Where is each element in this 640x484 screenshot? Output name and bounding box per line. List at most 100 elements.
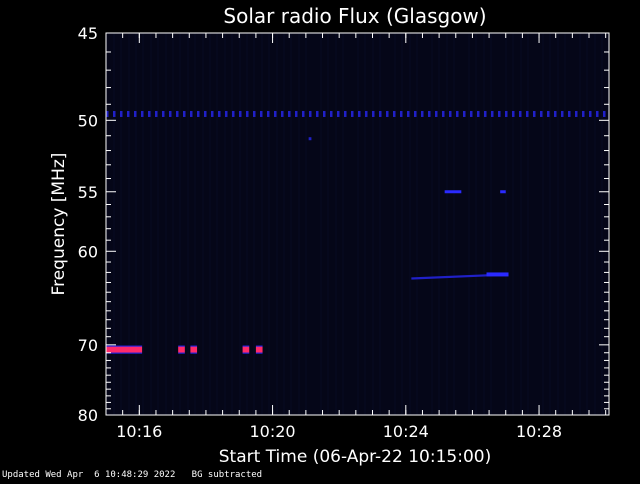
- feature-band-a: [444, 190, 462, 194]
- feature-edge: [106, 345, 143, 347]
- x-tick-label: 10:20: [250, 422, 296, 441]
- rfi-dot: [372, 110, 375, 117]
- feature-edge: [190, 352, 198, 354]
- feature-drift-head: [486, 272, 509, 277]
- rfi-dot: [449, 110, 452, 117]
- rfi-dot: [218, 110, 221, 117]
- footer-note: BG subtracted: [191, 470, 263, 480]
- rfi-dot: [561, 110, 564, 117]
- feature-edge: [106, 352, 143, 354]
- rfi-dot: [302, 110, 305, 117]
- rfi-dot: [365, 110, 368, 117]
- rfi-dot: [281, 110, 284, 117]
- feature-mark: [190, 346, 198, 353]
- rfi-dot: [526, 110, 529, 117]
- feature-strong-4: [242, 345, 250, 354]
- x-tick-label: 10:28: [516, 422, 562, 441]
- rfi-dot: [323, 110, 326, 117]
- rfi-dot: [232, 110, 235, 117]
- footer: Updated Wed Apr 6 10:48:29 2022 BG subtr…: [2, 470, 262, 480]
- rfi-dot: [512, 110, 515, 117]
- feature-edge: [242, 352, 250, 354]
- feature-mark: [255, 346, 263, 353]
- rfi-dot: [400, 110, 403, 117]
- rfi-dot: [134, 110, 137, 117]
- rfi-dot: [379, 110, 382, 117]
- rfi-dot: [421, 110, 424, 117]
- rfi-dot: [260, 110, 263, 117]
- y-tick-label: 45: [78, 24, 98, 43]
- rfi-dot: [463, 110, 466, 117]
- rfi-dot: [148, 110, 151, 117]
- rfi-dot: [113, 110, 116, 117]
- rfi-dot: [162, 110, 165, 117]
- rfi-dot: [589, 110, 592, 117]
- y-tick-label: 55: [78, 183, 98, 202]
- feature-rfi-spot: [308, 137, 312, 141]
- plot-frame: [105, 32, 610, 416]
- rfi-dot: [337, 110, 340, 117]
- feature-strong-3: [190, 345, 198, 354]
- rfi-dot: [484, 110, 487, 117]
- rfi-dot: [603, 110, 606, 117]
- axes: 45 50 55 60 70 80 10:16 10:20 10:24 10:28: [78, 24, 610, 441]
- feature-mark: [444, 190, 462, 194]
- rfi-dot: [190, 110, 193, 117]
- rfi-dot: [120, 110, 123, 117]
- y-tick-label: 80: [78, 406, 98, 425]
- rfi-dot: [239, 110, 242, 117]
- feature-edge: [178, 352, 185, 354]
- feature-edge: [190, 345, 198, 347]
- rfi-dot: [127, 110, 130, 117]
- feature-strong-2: [178, 345, 185, 354]
- footer-updated: Updated Wed Apr 6 10:48:29 2022: [2, 470, 176, 480]
- x-tick-label: 10:24: [383, 422, 429, 441]
- feature-mark: [308, 137, 312, 141]
- feature-edge: [178, 345, 185, 347]
- rfi-dot: [106, 110, 109, 117]
- plot-area: [105, 33, 609, 415]
- feature-strong-5: [255, 345, 263, 354]
- rfi-dot: [568, 110, 571, 117]
- feature-edge: [255, 352, 263, 354]
- rfi-dot: [407, 110, 410, 117]
- feature-mark: [106, 346, 143, 353]
- feature-mark: [242, 346, 250, 353]
- rfi-dot: [505, 110, 508, 117]
- rfi-dot: [456, 110, 459, 117]
- rfi-dot: [435, 110, 438, 117]
- rfi-dot: [575, 110, 578, 117]
- rfi-dot: [358, 110, 361, 117]
- rfi-dot: [211, 110, 214, 117]
- x-axis-label: Start Time (06-Apr-22 10:15:00): [219, 447, 491, 467]
- y-tick-label: 70: [78, 336, 98, 355]
- y-axis-label: Frequency [MHz]: [49, 153, 69, 296]
- rfi-dot: [225, 110, 228, 117]
- rfi-dot: [554, 110, 557, 117]
- feature-mark: [500, 190, 506, 194]
- rfi-dot: [176, 110, 179, 117]
- rfi-dot: [477, 110, 480, 117]
- y-tick-label: 60: [78, 242, 98, 261]
- rfi-dot: [442, 110, 445, 117]
- rfi-dot: [316, 110, 319, 117]
- rfi-dot: [547, 110, 550, 117]
- rfi-dot: [386, 110, 389, 117]
- feature-strong-1: [106, 345, 143, 354]
- feature-band-b: [500, 190, 506, 194]
- rfi-dot: [491, 110, 494, 117]
- rfi-dot: [393, 110, 396, 117]
- feature-rfi-band: [106, 110, 606, 117]
- rfi-dot: [533, 110, 536, 117]
- rfi-dot: [183, 110, 186, 117]
- rfi-dot: [253, 110, 256, 117]
- rfi-dot: [582, 110, 585, 117]
- rfi-dot: [330, 110, 333, 117]
- rfi-dot: [414, 110, 417, 117]
- feature-edge: [242, 345, 250, 347]
- rfi-dot: [246, 110, 249, 117]
- rfi-dot: [428, 110, 431, 117]
- rfi-dot: [295, 110, 298, 117]
- rfi-dot: [351, 110, 354, 117]
- rfi-dot: [197, 110, 200, 117]
